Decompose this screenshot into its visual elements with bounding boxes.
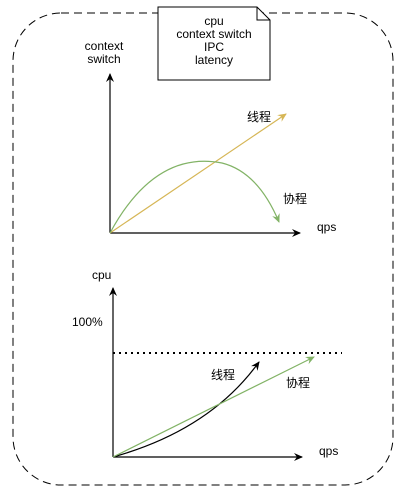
top-y-axis-label-line2: switch: [87, 52, 121, 66]
note-text: cpu context switch IPC latency: [158, 15, 270, 67]
top-coroutine-label: 协程: [283, 192, 308, 206]
bottom-thread-curve: [112, 361, 260, 458]
bottom-thread-label: 线程: [211, 368, 236, 382]
top-x-axis-label: qps: [317, 220, 337, 234]
top-thread-label: 线程: [247, 110, 272, 124]
top-thread-line: [109, 113, 287, 234]
dashed-frame: [12, 12, 394, 486]
top-coroutine-curve: [109, 160, 280, 234]
bottom-coroutine-line: [112, 356, 315, 458]
note-fold: [256, 7, 270, 21]
bottom-y-axis-label: cpu: [92, 268, 112, 282]
note-line-ipc: IPC: [203, 40, 224, 54]
bottom-x-axis-label: qps: [319, 444, 339, 458]
cpu-limit-label: 100%: [72, 315, 103, 329]
note-line-cpu: cpu: [204, 14, 224, 28]
note-line-latency: latency: [194, 53, 234, 67]
top-y-axis-label-line1: context: [84, 39, 124, 53]
top-y-axis-label: context switch: [76, 40, 132, 66]
note-line-context-switch: context switch: [176, 27, 252, 41]
note-box: [157, 6, 271, 81]
bottom-coroutine-label: 协程: [286, 376, 311, 390]
